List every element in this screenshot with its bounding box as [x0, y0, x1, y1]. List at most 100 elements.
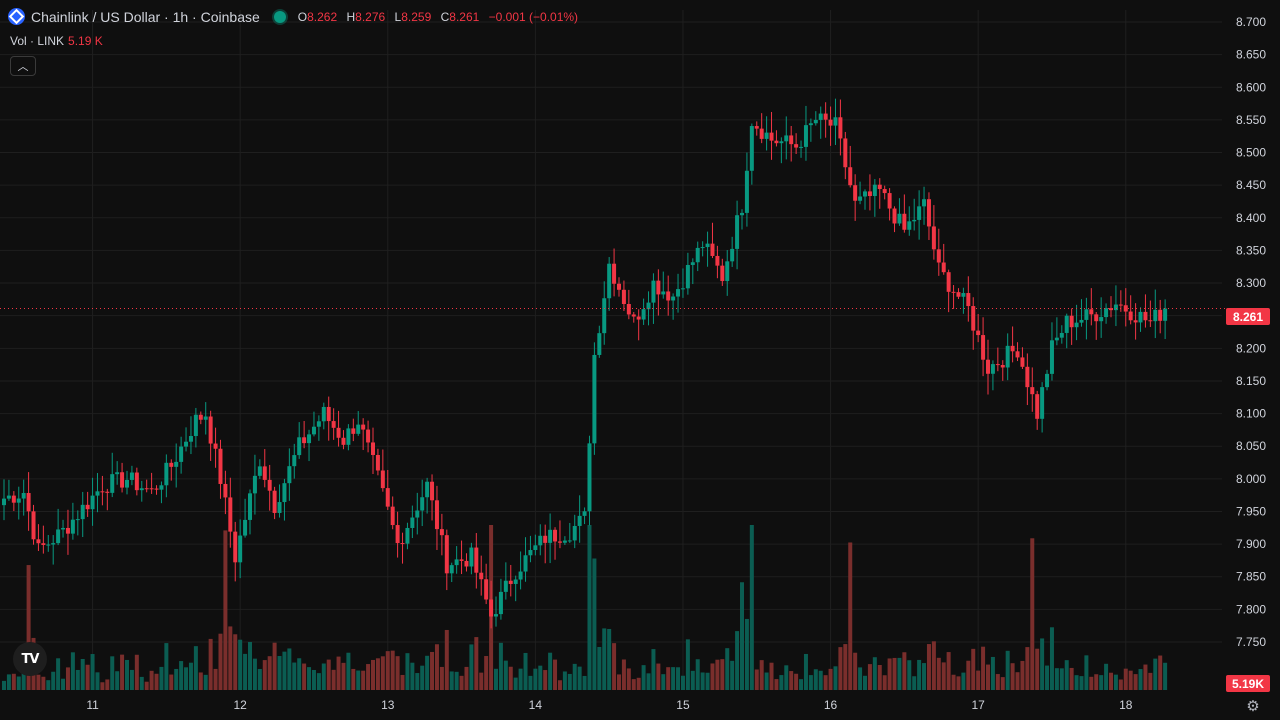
volume-bar — [1015, 672, 1020, 690]
candle-body — [464, 560, 469, 567]
volume-bar — [425, 655, 430, 690]
candle-body — [917, 206, 922, 220]
volume-bar — [110, 656, 115, 690]
low-label: L — [394, 9, 402, 24]
candle-body — [326, 406, 331, 422]
volume-bar — [612, 643, 617, 690]
candle-body — [75, 519, 80, 521]
candle-body — [346, 428, 351, 445]
volume-bar — [238, 639, 243, 690]
volume-bar — [971, 648, 976, 690]
volume-bar — [1138, 669, 1143, 690]
candle-body — [1089, 309, 1094, 315]
candle-body — [567, 540, 572, 542]
logo-text: TV — [21, 651, 40, 667]
volume-bar — [321, 663, 326, 690]
volume-bar — [95, 672, 100, 690]
candle-body — [292, 455, 297, 467]
volume-bar — [1030, 538, 1035, 690]
candle-body — [1010, 345, 1015, 352]
volume-bar — [1099, 675, 1104, 690]
volume-bar — [326, 659, 331, 690]
volume-bar — [297, 658, 302, 690]
volume-bar — [572, 663, 577, 690]
candle-body — [267, 479, 272, 491]
candle-body — [459, 559, 464, 561]
candle-body — [311, 426, 316, 435]
candle-body — [833, 117, 838, 126]
candle-body — [449, 565, 454, 574]
candle-body — [36, 539, 41, 544]
volume-bar — [434, 644, 439, 690]
volume-bar — [420, 665, 425, 690]
volume-bar — [897, 657, 902, 690]
volume-bar — [1118, 679, 1123, 690]
volume-bar — [735, 631, 740, 690]
candle-body — [838, 117, 843, 139]
candle-body — [371, 442, 375, 455]
volume-bar — [651, 649, 656, 690]
market-status-icon[interactable] — [273, 10, 286, 23]
collapse-legend-button[interactable]: ︿ — [10, 56, 36, 76]
volume-bar — [1074, 675, 1079, 690]
volume-bar — [164, 643, 169, 690]
volume-bar — [528, 675, 533, 690]
y-tick-label: 8.550 — [1236, 113, 1266, 127]
volume-bar — [695, 659, 700, 690]
candle-body — [1084, 309, 1089, 320]
volume-bar — [636, 677, 641, 690]
settings-gear-icon[interactable]: ⚙ — [1246, 698, 1260, 715]
volume-bar — [1049, 627, 1054, 690]
volume-bar — [174, 668, 179, 690]
candle-body — [823, 113, 828, 120]
volume-bar — [922, 663, 927, 690]
symbol-title[interactable]: Chainlink / US Dollar · 1h · Coinbase — [31, 8, 260, 25]
volume-bar — [100, 682, 105, 690]
candle-body — [813, 119, 818, 124]
volume-bar — [65, 667, 70, 690]
candle-body — [676, 289, 681, 297]
volume-bar — [902, 652, 907, 690]
volume-bar — [1000, 677, 1005, 690]
volume-bar — [823, 675, 828, 690]
candle-body — [863, 191, 867, 197]
candle-body — [70, 519, 75, 534]
candle-body — [1079, 319, 1084, 323]
y-tick-label: 8.150 — [1236, 374, 1266, 388]
volume-bar — [154, 673, 159, 690]
candle-body — [1158, 309, 1163, 321]
volume-label[interactable]: Vol · LINK — [10, 34, 65, 48]
volume-bar — [311, 669, 316, 690]
volume-bar — [371, 659, 375, 690]
volume-bar — [538, 665, 543, 690]
candle-body — [926, 199, 931, 227]
volume-bar — [548, 652, 553, 690]
candle-body — [572, 525, 577, 541]
candle-body — [680, 288, 685, 290]
volume-bar — [213, 668, 218, 690]
volume-bar — [641, 665, 646, 690]
candle-body — [302, 437, 307, 444]
volume-bar — [621, 659, 626, 690]
volume-bar — [444, 629, 449, 690]
y-tick-label: 8.450 — [1236, 178, 1266, 192]
volume-bar — [6, 674, 11, 690]
tradingview-logo-icon[interactable]: TV — [13, 642, 47, 676]
candle-body — [759, 128, 764, 139]
candle-body — [872, 184, 877, 197]
candle-body — [808, 123, 813, 126]
volume-bar — [872, 657, 877, 690]
volume-bar — [159, 666, 164, 690]
candle-body — [494, 614, 498, 617]
candle-body — [907, 221, 912, 230]
candle-body — [61, 527, 66, 530]
volume-bar — [464, 666, 469, 690]
candle-body — [1030, 387, 1035, 395]
candle-body — [656, 280, 661, 295]
candle-body — [715, 255, 720, 266]
volume-bar — [848, 542, 853, 690]
volume-bar — [562, 671, 567, 690]
candle-body — [941, 262, 946, 273]
volume-bar — [184, 667, 189, 690]
